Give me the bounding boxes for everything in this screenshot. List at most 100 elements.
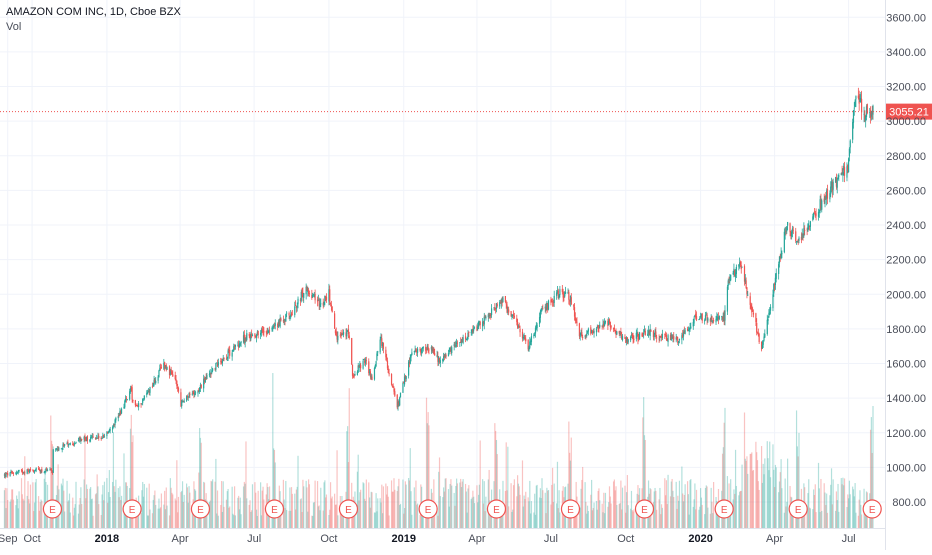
candle-body bbox=[642, 335, 644, 336]
volume-bar bbox=[415, 480, 417, 528]
volume-bar bbox=[294, 509, 297, 528]
candle bbox=[84, 434, 86, 441]
volume-bar bbox=[85, 484, 88, 528]
candle-body bbox=[769, 311, 771, 313]
candle bbox=[268, 329, 270, 334]
volume-bar bbox=[72, 497, 74, 528]
candle bbox=[402, 381, 404, 393]
candle-body bbox=[661, 334, 663, 339]
candle bbox=[568, 289, 570, 305]
volume-bar bbox=[534, 493, 536, 528]
candle bbox=[146, 390, 148, 398]
candle-body bbox=[872, 105, 874, 115]
earnings-marker[interactable]: E bbox=[264, 499, 285, 519]
candle bbox=[205, 373, 207, 381]
candle-body bbox=[112, 424, 115, 427]
volume-bar bbox=[290, 487, 293, 528]
volume-bar bbox=[513, 479, 515, 528]
volume-bar bbox=[273, 448, 275, 528]
candle-body bbox=[756, 331, 759, 333]
earnings-marker[interactable]: E bbox=[788, 499, 808, 519]
earnings-marker[interactable]: E bbox=[418, 499, 438, 519]
candle bbox=[405, 375, 407, 382]
candle bbox=[837, 174, 839, 180]
volume-bar bbox=[228, 507, 230, 528]
volume-bar bbox=[102, 485, 104, 528]
candle bbox=[325, 293, 328, 303]
earnings-marker[interactable]: E bbox=[338, 499, 359, 519]
candle-body bbox=[267, 331, 269, 333]
candle bbox=[90, 434, 92, 443]
candle bbox=[396, 394, 398, 410]
candle-body bbox=[738, 264, 740, 267]
candle bbox=[26, 469, 28, 475]
candle bbox=[290, 309, 292, 320]
volume-bar bbox=[425, 397, 428, 528]
volume-bar bbox=[482, 479, 484, 528]
volume-bar bbox=[160, 493, 162, 528]
candle-body bbox=[353, 375, 355, 377]
candle bbox=[442, 352, 445, 362]
candle bbox=[750, 302, 752, 311]
volume-bar bbox=[77, 513, 80, 528]
volume-bar bbox=[404, 481, 406, 528]
candle bbox=[117, 412, 119, 422]
earnings-marker[interactable]: E bbox=[634, 499, 655, 519]
candle bbox=[562, 288, 564, 303]
volume-bar bbox=[556, 461, 559, 528]
candle-body bbox=[421, 349, 423, 353]
volume-bar bbox=[536, 484, 538, 528]
volume-bar bbox=[671, 478, 673, 528]
volume-bar bbox=[467, 488, 469, 528]
volume-bar bbox=[574, 509, 576, 528]
candle-body bbox=[365, 360, 367, 362]
candle-body bbox=[814, 213, 816, 215]
candle bbox=[584, 334, 586, 339]
candle bbox=[471, 328, 473, 336]
earnings-marker[interactable]: E bbox=[42, 499, 63, 519]
candle-body bbox=[6, 472, 8, 474]
volume-bar bbox=[211, 481, 213, 528]
candle-body bbox=[466, 338, 468, 341]
candle-body bbox=[233, 346, 235, 351]
candle bbox=[426, 343, 428, 351]
volume-bar bbox=[209, 500, 211, 528]
earnings-marker-label: E bbox=[197, 505, 204, 516]
candle-body bbox=[786, 226, 788, 232]
candle-body bbox=[216, 362, 218, 364]
candle-body bbox=[159, 367, 162, 368]
earnings-marker[interactable]: E bbox=[560, 499, 581, 519]
volume-bar bbox=[295, 489, 297, 528]
earnings-marker[interactable]: E bbox=[714, 499, 734, 519]
earnings-marker-circle bbox=[560, 499, 581, 519]
volume-bar bbox=[101, 494, 103, 528]
volume-bar bbox=[436, 511, 438, 528]
candle-body bbox=[592, 331, 594, 334]
volume-bar bbox=[16, 495, 18, 528]
candle bbox=[49, 467, 51, 471]
volume-bar bbox=[751, 452, 753, 528]
candle-body bbox=[255, 334, 258, 338]
candle bbox=[203, 376, 206, 385]
volume-bar bbox=[746, 456, 748, 528]
candle-body bbox=[363, 359, 365, 361]
earnings-marker-label: E bbox=[869, 505, 876, 516]
candle-body bbox=[477, 326, 479, 330]
candle bbox=[403, 381, 405, 384]
candle-body bbox=[265, 331, 267, 333]
earnings-marker[interactable]: E bbox=[486, 499, 507, 519]
earnings-marker[interactable]: E bbox=[862, 499, 882, 519]
earnings-marker[interactable]: E bbox=[122, 499, 142, 519]
volume-bar bbox=[322, 510, 324, 528]
earnings-marker[interactable]: E bbox=[190, 499, 211, 519]
volume-bar bbox=[478, 484, 480, 528]
volume-bar bbox=[5, 508, 7, 528]
candle bbox=[563, 291, 565, 302]
candle-body bbox=[852, 110, 855, 123]
volume-bar bbox=[835, 491, 838, 528]
candle-body bbox=[670, 334, 672, 340]
candle bbox=[422, 346, 424, 352]
volume-bar bbox=[299, 499, 302, 528]
